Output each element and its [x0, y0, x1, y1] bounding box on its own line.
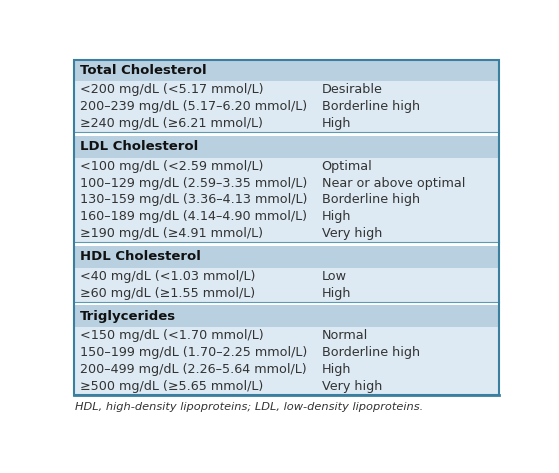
Text: ≥60 mg/dL (≥1.55 mmol/L): ≥60 mg/dL (≥1.55 mmol/L)	[80, 287, 255, 300]
Bar	[74, 60, 499, 81]
Text: 160–189 mg/dL (4.14–4.90 mmol/L): 160–189 mg/dL (4.14–4.90 mmol/L)	[80, 210, 307, 223]
Bar	[74, 242, 499, 246]
Bar	[74, 175, 499, 192]
Text: <40 mg/dL (<1.03 mmol/L): <40 mg/dL (<1.03 mmol/L)	[80, 270, 255, 283]
Text: Very high: Very high	[322, 380, 382, 393]
Text: HDL, high-density lipoproteins; LDL, low-density lipoproteins.: HDL, high-density lipoproteins; LDL, low…	[75, 402, 424, 412]
Bar	[74, 209, 499, 226]
Bar	[74, 327, 499, 344]
Bar	[74, 378, 499, 395]
Bar	[74, 226, 499, 242]
Bar	[74, 98, 499, 115]
Text: Very high: Very high	[322, 228, 382, 240]
Text: <100 mg/dL (<2.59 mmol/L): <100 mg/dL (<2.59 mmol/L)	[80, 159, 263, 173]
Bar	[74, 306, 499, 327]
Text: Borderline high: Borderline high	[322, 193, 420, 207]
Text: ≥240 mg/dL (≥6.21 mmol/L): ≥240 mg/dL (≥6.21 mmol/L)	[80, 117, 263, 130]
Text: Total Cholesterol: Total Cholesterol	[80, 64, 207, 77]
Text: <150 mg/dL (<1.70 mmol/L): <150 mg/dL (<1.70 mmol/L)	[80, 329, 264, 342]
Text: Normal: Normal	[322, 329, 368, 342]
Text: 200–239 mg/dL (5.17–6.20 mmol/L): 200–239 mg/dL (5.17–6.20 mmol/L)	[80, 100, 307, 114]
Bar	[74, 246, 499, 268]
Bar	[74, 344, 499, 361]
Text: High: High	[322, 363, 351, 376]
Text: ≥190 mg/dL (≥4.91 mmol/L): ≥190 mg/dL (≥4.91 mmol/L)	[80, 228, 263, 240]
Text: HDL Cholesterol: HDL Cholesterol	[80, 251, 201, 263]
Text: LDL Cholesterol: LDL Cholesterol	[80, 140, 198, 153]
Text: 200–499 mg/dL (2.26–5.64 mmol/L): 200–499 mg/dL (2.26–5.64 mmol/L)	[80, 363, 306, 376]
Bar	[74, 285, 499, 302]
Bar	[74, 81, 499, 98]
Bar	[74, 361, 499, 378]
Text: ≥500 mg/dL (≥5.65 mmol/L): ≥500 mg/dL (≥5.65 mmol/L)	[80, 380, 263, 393]
Text: Low: Low	[322, 270, 347, 283]
Text: High: High	[322, 210, 351, 223]
Text: Borderline high: Borderline high	[322, 100, 420, 114]
Bar	[74, 115, 499, 132]
Text: Near or above optimal: Near or above optimal	[322, 176, 465, 190]
Bar	[74, 158, 499, 175]
Text: Borderline high: Borderline high	[322, 346, 420, 359]
Bar	[74, 132, 499, 136]
Text: High: High	[322, 287, 351, 300]
Text: Optimal: Optimal	[322, 159, 372, 173]
Bar	[74, 302, 499, 306]
Text: 100–129 mg/dL (2.59–3.35 mmol/L): 100–129 mg/dL (2.59–3.35 mmol/L)	[80, 176, 307, 190]
Bar	[74, 136, 499, 158]
Text: 130–159 mg/dL (3.36–4.13 mmol/L): 130–159 mg/dL (3.36–4.13 mmol/L)	[80, 193, 307, 207]
Text: 150–199 mg/dL (1.70–2.25 mmol/L): 150–199 mg/dL (1.70–2.25 mmol/L)	[80, 346, 307, 359]
Text: Triglycerides: Triglycerides	[80, 310, 176, 323]
Text: High: High	[322, 117, 351, 130]
Text: Desirable: Desirable	[322, 83, 382, 96]
Bar	[74, 268, 499, 285]
Bar	[74, 192, 499, 209]
Text: <200 mg/dL (<5.17 mmol/L): <200 mg/dL (<5.17 mmol/L)	[80, 83, 263, 96]
